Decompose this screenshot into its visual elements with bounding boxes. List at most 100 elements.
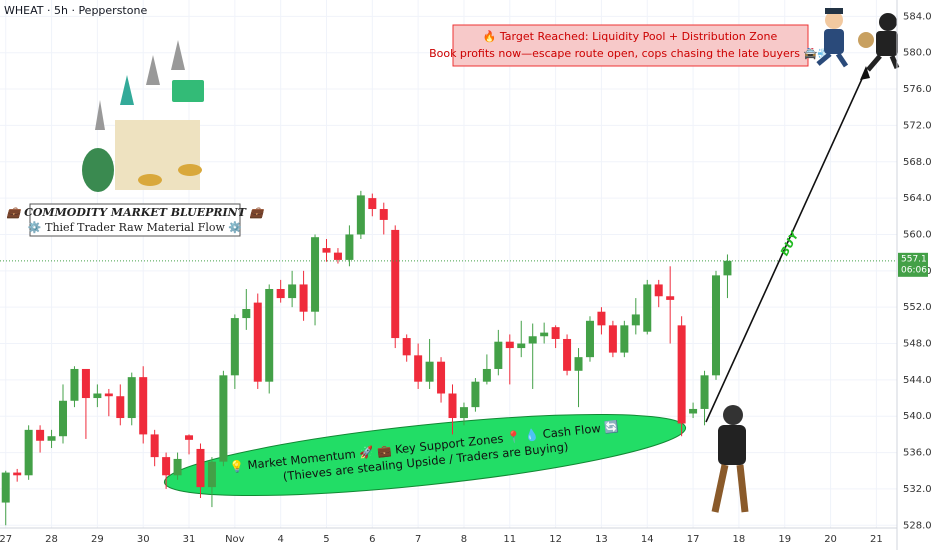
candles <box>0 190 897 526</box>
candle-body <box>150 434 159 458</box>
y-tick-label: 544.0 <box>903 375 932 386</box>
y-tick-label: 560.0 <box>903 229 932 240</box>
candle-body <box>459 407 468 419</box>
buy-arrow <box>705 69 867 423</box>
arrow-icon <box>120 75 134 105</box>
x-tick-label: 14 <box>641 534 654 545</box>
x-tick-label: 21 <box>870 534 883 545</box>
y-tick-label: 584.0 <box>903 11 932 22</box>
candle-body <box>356 195 365 235</box>
candle-body <box>104 393 113 397</box>
candle-body <box>59 400 68 437</box>
candle-body <box>196 448 205 488</box>
candle-body <box>402 338 411 356</box>
candle-body <box>723 260 732 276</box>
x-tick-label: 27 <box>0 534 12 545</box>
candle-body <box>643 284 652 332</box>
candle-body <box>207 461 216 488</box>
blueprint-title: 💼 COMMODITY MARKET BLUEPRINT 💼 <box>6 206 266 219</box>
cash-icon <box>172 80 204 102</box>
candle-body <box>173 458 182 476</box>
y-tick-label: 548.0 <box>903 339 932 350</box>
candle-body <box>368 198 377 210</box>
last-price-box <box>898 252 928 277</box>
arrow-icon <box>171 40 185 70</box>
coin-icon <box>138 174 162 186</box>
candle-body <box>540 332 549 337</box>
candle-body <box>265 288 274 382</box>
y-tick-label: 576.0 <box>903 84 932 95</box>
candle-body <box>379 209 388 220</box>
candle-body <box>563 338 572 371</box>
candle-body <box>276 288 285 299</box>
x-tick-label: 29 <box>91 534 104 545</box>
x-tick-label: 18 <box>733 534 746 545</box>
x-tick-label: 13 <box>595 534 608 545</box>
candle-body <box>448 393 457 419</box>
candle-body <box>425 361 434 382</box>
x-tick-label: 7 <box>415 534 421 545</box>
candle-body <box>585 320 594 358</box>
x-tick-label: 20 <box>824 534 837 545</box>
candle-body <box>24 429 33 476</box>
candle-body <box>414 355 423 382</box>
candle-body <box>162 457 171 476</box>
y-tick-label: 572.0 <box>903 120 932 131</box>
candle-body <box>551 327 560 339</box>
x-tick-label: 12 <box>549 534 562 545</box>
target-box <box>452 24 809 67</box>
candle-body <box>689 408 698 414</box>
candle-body <box>345 234 354 260</box>
cop-figure <box>816 8 849 68</box>
x-tick-label: 11 <box>503 534 516 545</box>
candle-body <box>70 368 79 401</box>
candle-body <box>230 318 239 376</box>
candle-body <box>116 396 125 419</box>
moneybag-icon <box>82 148 114 192</box>
candle-body <box>482 368 491 382</box>
x-tick-label: Nov <box>225 534 245 545</box>
y-tick-label: 552.0 <box>903 302 932 313</box>
candle-body <box>700 375 709 409</box>
candle-body <box>711 275 720 376</box>
candle-body <box>127 377 136 419</box>
candle-body <box>517 343 526 349</box>
thief-figure <box>711 405 749 513</box>
countdown-label: 06:06 <box>901 265 927 275</box>
blueprint-subtitle: ⚙️ Thief Trader Raw Material Flow ⚙️ <box>28 221 242 234</box>
candle-body <box>299 284 308 312</box>
candle-body <box>47 436 56 441</box>
illustration <box>82 40 204 192</box>
candle-body <box>242 308 251 319</box>
candle-body <box>288 284 297 299</box>
candle-body <box>608 325 617 353</box>
candle-body <box>437 361 446 394</box>
y-tick-label: 580.0 <box>903 48 932 59</box>
candle-body <box>93 393 102 399</box>
candle-body <box>631 314 640 326</box>
x-tick-label: 8 <box>461 534 467 545</box>
y-tick-label: 564.0 <box>903 193 932 204</box>
candle-body <box>620 325 629 353</box>
x-tick-label: 19 <box>778 534 791 545</box>
candle-body <box>81 368 90 399</box>
arrow-icon <box>146 55 160 85</box>
arrow-head <box>860 66 870 80</box>
x-tick-label: 31 <box>183 534 196 545</box>
target-line: Book profits now—escape route open, cops… <box>429 47 831 60</box>
y-tick-label: 540.0 <box>903 411 932 422</box>
x-tick-label: 28 <box>45 534 58 545</box>
candle-body <box>333 252 342 260</box>
candle-body <box>574 357 583 371</box>
x-tick-label: 5 <box>323 534 329 545</box>
blueprint-box <box>29 203 241 237</box>
candle-body <box>1 472 10 503</box>
candle-body <box>391 229 400 339</box>
candle-body <box>666 296 675 300</box>
x-tick-label: 6 <box>369 534 375 545</box>
coin-icon <box>178 164 202 176</box>
arrow-icon <box>95 100 105 130</box>
candle-body <box>219 375 228 462</box>
